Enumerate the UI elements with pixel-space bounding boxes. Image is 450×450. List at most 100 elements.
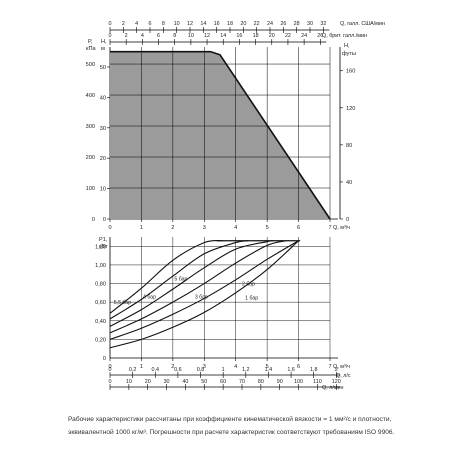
top-axis-0-tick-label: 4 xyxy=(135,21,138,27)
top-axis-1-tick-label: 24 xyxy=(301,33,307,39)
top-axis-0-tick-label: 2 xyxy=(122,21,125,27)
bottom-axis-0-tick-label: 0 xyxy=(109,367,112,373)
pressure-x-tick-label: 6 xyxy=(297,225,300,231)
top-axis-1-tick-label: 16 xyxy=(236,33,242,39)
pressure-y-label: P, xyxy=(88,39,93,45)
power-curve-2 xyxy=(109,240,274,327)
top-axis-1-tick-label: 18 xyxy=(253,33,259,39)
top-axis-0-tick-label: 30 xyxy=(307,21,313,27)
bottom-axis-1-tick-label: 100 xyxy=(294,379,303,385)
power-y-tick-label: 0,60 xyxy=(95,300,106,306)
top-axis-1-tick-label: 12 xyxy=(204,33,210,39)
power-x-label: Q, м³/ч xyxy=(333,364,350,370)
top-axis-0-tick-label: 26 xyxy=(280,21,286,27)
top-axis-0-tick-label: 6 xyxy=(149,21,152,27)
bottom-axis-0-tick-label: 1,6 xyxy=(287,367,295,373)
bottom-axis-0-label: Q, л/с xyxy=(336,373,351,379)
power-curve-label: 1 бар xyxy=(245,295,258,301)
bottom-axis-0-tick-label: 0,8 xyxy=(197,367,205,373)
top-flow-axes: 0 2 4 6 8 10 12 14 16 18 20 22 24 26 28 30 32 Q, галл. СШ… xyxy=(109,21,385,45)
pressure-right-tick-label: 120 xyxy=(346,106,355,112)
pressure-x-tick-label: 5 xyxy=(266,225,269,231)
pressure-right-tick-label: 80 xyxy=(346,143,352,149)
power-x-tick-label: 4 xyxy=(234,364,237,370)
pressure-right-label: H, xyxy=(344,43,350,49)
top-axis-1-tick-label: 22 xyxy=(285,33,291,39)
bottom-axis-1-tick-label: 30 xyxy=(164,379,170,385)
bottom-axis-1-tick-label: 90 xyxy=(277,379,283,385)
top-axis-1-tick-label: 10 xyxy=(188,33,194,39)
bottom-axis-1-tick-label: 40 xyxy=(182,379,188,385)
pressure-mid-tick-label: 10 xyxy=(100,187,106,193)
power-x-tick-label: 0 xyxy=(108,364,111,370)
pressure-mid-tick-label: 50 xyxy=(100,65,106,71)
power-y-tick-label: 0,20 xyxy=(95,337,106,343)
pressure-mid-tick-label: 20 xyxy=(100,156,106,162)
pressure-mid-tick-label: 40 xyxy=(100,95,106,101)
power-curve-5 xyxy=(109,240,299,349)
top-axis-1-tick-label: 14 xyxy=(220,33,226,39)
pressure-mid-tick-label: 0 xyxy=(103,217,106,223)
pressure-mid-unit: м xyxy=(101,46,105,52)
bottom-axis-0-tick-label: 1,4 xyxy=(265,367,273,373)
top-axis-0-tick-label: 20 xyxy=(240,21,246,27)
pressure-x-tick-label: 4 xyxy=(234,225,237,231)
top-axis-0-tick-label: 10 xyxy=(174,21,180,27)
pressure-y-tick-label: 200 xyxy=(86,155,95,161)
bottom-axis-1-tick-label: 60 xyxy=(220,379,226,385)
bottom-axis-0-tick-label: 0,2 xyxy=(129,367,137,373)
power-chart: 5,5 бар 5 бар 4 бар 3 бар 2 бар 1 бар 0 1 2 3 4 5 6 7… xyxy=(95,237,350,370)
pressure-y-unit: кПа xyxy=(86,46,96,52)
pressure-y-tick-label: 400 xyxy=(86,93,95,99)
top-axis-1-tick-label: 4 xyxy=(141,33,144,39)
bottom-axis-0-tick-label: 2 xyxy=(335,367,338,373)
bottom-axis-0-tick-label: 1,2 xyxy=(242,367,250,373)
bottom-axis-1-tick-label: 80 xyxy=(258,379,264,385)
bottom-axis-1-tick-label: 110 xyxy=(313,379,322,385)
top-axis-1-tick-label: 8 xyxy=(173,33,176,39)
operating-area xyxy=(110,51,330,219)
top-axis-0-tick-label: 0 xyxy=(109,21,112,27)
power-y-tick-label: 0,80 xyxy=(95,282,106,288)
pressure-y-tick-label: 500 xyxy=(86,62,95,68)
power-curve-label: 4 бар xyxy=(143,294,156,300)
bottom-axis-0-tick-label: 1 xyxy=(222,367,225,373)
top-axis-0-tick-label: 24 xyxy=(267,21,273,27)
power-curve-0 xyxy=(109,239,224,314)
top-axis-0-tick-label: 32 xyxy=(320,21,326,27)
pressure-x-tick-label: 0 xyxy=(108,225,111,231)
caption-line-2: эквивалентной 1000 кг/м³. Погрешности пр… xyxy=(68,429,395,437)
pressure-right-tick-label: 40 xyxy=(346,180,352,186)
power-curve-3 xyxy=(109,240,287,334)
bottom-axis-1-tick-label: 10 xyxy=(126,379,132,385)
bottom-axis-1-tick-label: 120 xyxy=(332,379,341,385)
power-x-tick-label: 3 xyxy=(203,364,206,370)
bottom-axis-1-label: Q, л/мин xyxy=(322,385,344,391)
power-x-tick-label: 2 xyxy=(171,364,174,370)
pressure-y-tick-label: 0 xyxy=(92,217,95,223)
top-axis-0-tick-label: 8 xyxy=(162,21,165,27)
top-axis-0-tick-label: 28 xyxy=(294,21,300,27)
power-curve-4 xyxy=(109,240,299,340)
pressure-chart: 0 1 2 3 4 5 6 7 Q, м³/ч0100200300400500010203040… xyxy=(86,39,356,231)
top-axis-1-tick-label: 6 xyxy=(157,33,160,39)
power-curve-label: 2 бар xyxy=(242,281,255,287)
bottom-axis-1-tick-label: 50 xyxy=(201,379,207,385)
chart-caption: Рабочие характеристики рассчитаны при ко… xyxy=(68,413,440,440)
top-axis-0-tick-label: 22 xyxy=(254,21,260,27)
top-axis-1-label: Q, брит. галл./мин xyxy=(322,33,367,39)
top-axis-0-tick-label: 12 xyxy=(187,21,193,27)
power-y-unit: кВт xyxy=(99,244,108,250)
bottom-axis-0-tick-label: 0,6 xyxy=(174,367,182,373)
pressure-mid-tick-label: 30 xyxy=(100,126,106,132)
power-y-tick-label: 0,40 xyxy=(95,319,106,325)
bottom-axis-1-tick-label: 70 xyxy=(239,379,245,385)
power-curve-label: 3 бар xyxy=(195,294,208,300)
pressure-x-label: Q, м³/ч xyxy=(333,225,350,231)
top-axis-1-tick-label: 0 xyxy=(109,33,112,39)
top-axis-1-tick-label: 26 xyxy=(317,33,323,39)
top-axis-0-tick-label: 18 xyxy=(227,21,233,27)
power-y-label: P1, xyxy=(99,237,108,243)
pressure-y-tick-label: 100 xyxy=(86,186,95,192)
